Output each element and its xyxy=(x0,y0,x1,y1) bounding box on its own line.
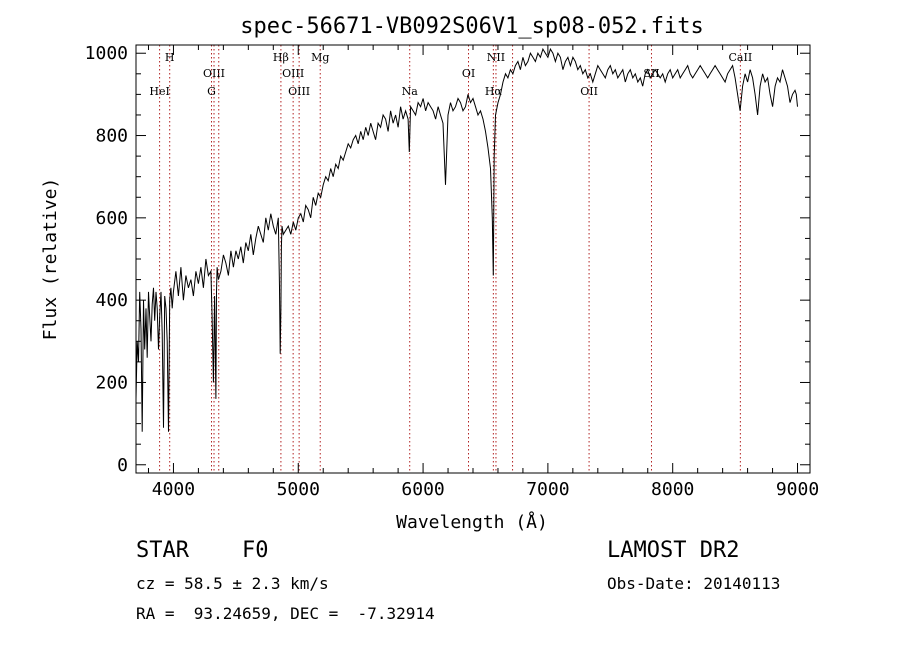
x-tick-label: 7000 xyxy=(526,479,569,500)
y-axis-label: Flux (relative) xyxy=(40,178,61,341)
line-marker-label: NII xyxy=(487,51,505,64)
x-tick-label: 5000 xyxy=(277,479,320,500)
y-axis-ticks: 0 200 400 600 800 1000 xyxy=(85,43,810,476)
line-marker-label: Na xyxy=(402,85,419,98)
y-tick-label: 0 xyxy=(117,455,128,476)
line-marker-label: CaII xyxy=(729,51,753,64)
line-marker-label: OII xyxy=(580,85,598,98)
y-tick-label: 600 xyxy=(95,208,128,229)
y-tick-label: 800 xyxy=(95,126,128,147)
plot-frame xyxy=(135,44,811,474)
line-marker-label: OIII xyxy=(288,85,310,98)
line-marker-label: H xyxy=(165,51,175,64)
line-marker-label: G xyxy=(207,85,216,98)
y-tick-label: 200 xyxy=(95,372,128,393)
line-marker-label: Hα xyxy=(485,85,503,98)
line-marker-label: OI xyxy=(462,67,475,80)
spectrum-line xyxy=(135,47,798,432)
obs-date: Obs-Date: 20140113 xyxy=(607,574,781,593)
x-tick-label: 9000 xyxy=(776,479,819,500)
line-marker-label: Mg xyxy=(311,51,329,64)
object-class: STAR xyxy=(136,538,189,563)
line-marker-label: OIII xyxy=(282,67,304,80)
survey-name: LAMOST DR2 xyxy=(607,538,740,563)
y-tick-label: 400 xyxy=(95,290,128,311)
x-axis-label: Wavelength (Å) xyxy=(396,511,548,533)
coordinates: RA = 93.24659, DEC = -7.32914 xyxy=(136,604,435,623)
redshift-cz: cz = 58.5 ± 2.3 km/s xyxy=(136,574,329,593)
object-subclass: F0 xyxy=(242,538,269,563)
line-marker-label: Hβ xyxy=(273,51,289,64)
line-marker-label: HeI xyxy=(149,85,169,98)
line-marker-label: OIII xyxy=(203,67,225,80)
x-tick-label: 8000 xyxy=(651,479,694,500)
x-tick-label: 6000 xyxy=(401,479,444,500)
x-axis-ticks: 4000 5000 6000 7000 8000 9000 xyxy=(147,45,819,500)
x-tick-label: 4000 xyxy=(152,479,195,500)
chart-title: spec-56671-VB092S06V1_sp08-052.fits xyxy=(240,14,704,39)
y-tick-label: 1000 xyxy=(85,43,128,64)
